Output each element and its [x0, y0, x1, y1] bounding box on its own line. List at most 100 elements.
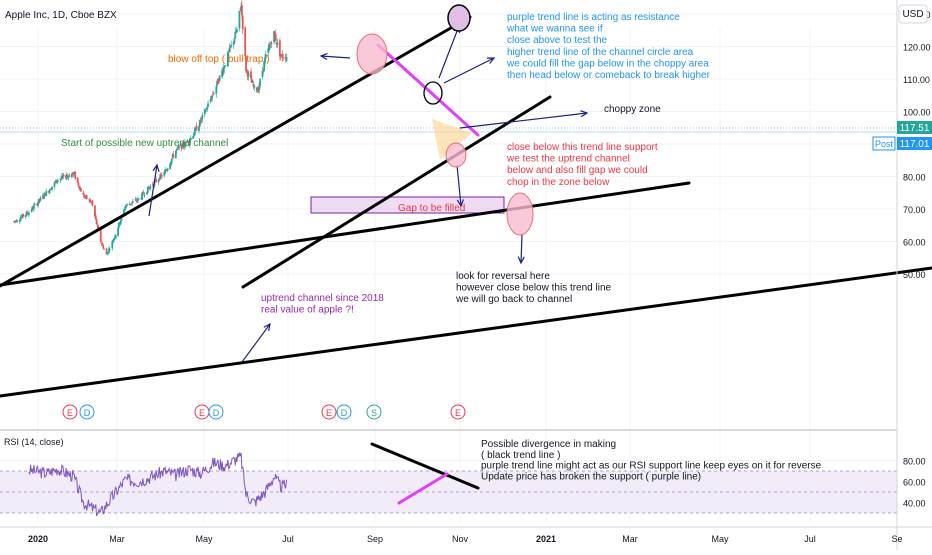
candle-body[interactable] — [267, 48, 270, 53]
candle-body[interactable] — [26, 211, 29, 214]
candle-body[interactable] — [206, 107, 209, 110]
candle-body[interactable] — [250, 79, 253, 83]
candle-body[interactable] — [229, 46, 232, 48]
candle-body[interactable] — [201, 114, 204, 120]
gap-to-be-filled-box[interactable] — [310, 196, 505, 214]
uptrend-support-trendline[interactable] — [241, 95, 552, 289]
candle-body[interactable] — [223, 66, 226, 68]
event-marker-e[interactable]: E — [62, 404, 78, 420]
candle-body[interactable] — [76, 177, 79, 183]
candle-body[interactable] — [114, 234, 117, 239]
candle-body[interactable] — [187, 140, 190, 144]
candle-body[interactable] — [226, 52, 229, 67]
candle-body[interactable] — [175, 149, 178, 151]
candle-body[interactable] — [222, 66, 225, 74]
candle-body[interactable] — [136, 198, 139, 202]
candle-body[interactable] — [160, 175, 163, 177]
arrow-blow-off-top[interactable] — [319, 52, 351, 60]
rsi-line[interactable] — [28, 452, 287, 517]
candle-body[interactable] — [91, 200, 94, 206]
candle-body[interactable] — [233, 38, 236, 43]
candle-body[interactable] — [39, 197, 42, 201]
candle-body[interactable] — [19, 217, 22, 221]
candle-body[interactable] — [48, 189, 51, 194]
candle-body[interactable] — [257, 88, 260, 92]
candle-body[interactable] — [227, 51, 230, 53]
purple-resistance-trendline[interactable] — [376, 43, 480, 137]
candle-body[interactable] — [95, 218, 98, 225]
candle-body[interactable] — [251, 81, 254, 84]
candle-body[interactable] — [78, 186, 81, 189]
candle-body[interactable] — [210, 99, 213, 100]
candle-body[interactable] — [142, 192, 145, 195]
candle-body[interactable] — [61, 175, 63, 179]
blow-off-top-circle[interactable] — [356, 33, 388, 75]
candle-body[interactable] — [200, 118, 203, 121]
breakout-circle[interactable] — [423, 81, 443, 105]
rsi-purple-support-line[interactable] — [397, 472, 449, 505]
candle-body[interactable] — [131, 202, 134, 204]
rsi-pane[interactable]: RSI (14, close) — [4, 437, 287, 517]
candle-body[interactable] — [215, 86, 218, 94]
candle-body[interactable] — [112, 240, 115, 243]
candle-body[interactable] — [189, 137, 192, 141]
reversal-circle[interactable] — [506, 192, 534, 236]
candle-body[interactable] — [252, 84, 255, 87]
candle-body[interactable] — [134, 199, 137, 201]
candle-body[interactable] — [281, 54, 284, 58]
candle-body[interactable] — [278, 40, 281, 57]
candle-body[interactable] — [33, 204, 36, 205]
candle-body[interactable] — [37, 199, 40, 204]
candle-body[interactable] — [230, 44, 233, 47]
candle-body[interactable] — [241, 15, 244, 30]
candle-body[interactable] — [108, 249, 111, 250]
candle-body[interactable] — [232, 41, 235, 45]
candle-body[interactable] — [269, 42, 272, 44]
candle-body[interactable] — [270, 43, 273, 45]
candle-body[interactable] — [264, 54, 267, 59]
candle-body[interactable] — [85, 195, 88, 200]
target-circle-upper[interactable] — [447, 4, 471, 32]
candle-body[interactable] — [245, 56, 247, 72]
candle-body[interactable] — [235, 32, 238, 33]
event-marker-s[interactable]: S — [366, 404, 382, 420]
arrow-to-gap[interactable] — [456, 164, 464, 208]
candle-body[interactable] — [82, 192, 85, 195]
candle-body[interactable] — [236, 29, 238, 33]
candle-body[interactable] — [240, 5, 243, 16]
candle-body[interactable] — [184, 141, 186, 148]
candle-body[interactable] — [195, 125, 198, 131]
candle-body[interactable] — [53, 182, 56, 187]
candle-body[interactable] — [37, 202, 39, 206]
candle-body[interactable] — [163, 172, 166, 176]
candle-body[interactable] — [211, 95, 214, 99]
candle-body[interactable] — [217, 82, 220, 84]
middle-channel-trendline[interactable] — [0, 181, 691, 287]
candle-body[interactable] — [68, 175, 71, 177]
candle-body[interactable] — [16, 220, 19, 222]
candle-body[interactable] — [77, 182, 80, 186]
candle-body[interactable] — [111, 240, 114, 249]
candle-body[interactable] — [199, 120, 202, 122]
event-marker-d[interactable]: D — [336, 404, 352, 420]
candle-body[interactable] — [141, 193, 143, 200]
candle-body[interactable] — [174, 150, 177, 159]
drawn-shapes[interactable] — [356, 4, 534, 236]
event-marker-e[interactable]: E — [321, 404, 337, 420]
candle-body[interactable] — [146, 192, 148, 195]
candle-body[interactable] — [228, 47, 231, 52]
candle-body[interactable] — [274, 34, 277, 42]
candle-body[interactable] — [50, 189, 53, 190]
candle-body[interactable] — [45, 191, 48, 196]
candle-body[interactable] — [80, 188, 82, 192]
candle-body[interactable] — [101, 243, 104, 245]
candle-body[interactable] — [74, 172, 77, 179]
candle-body[interactable] — [170, 162, 172, 166]
candle-body[interactable] — [56, 180, 59, 182]
candle-body[interactable] — [30, 210, 33, 212]
candle-body[interactable] — [42, 196, 45, 198]
candle-body[interactable] — [245, 69, 248, 71]
candle-body[interactable] — [192, 135, 195, 139]
rsi-divergence-trendline[interactable] — [370, 442, 480, 490]
candle-body[interactable] — [51, 186, 53, 190]
